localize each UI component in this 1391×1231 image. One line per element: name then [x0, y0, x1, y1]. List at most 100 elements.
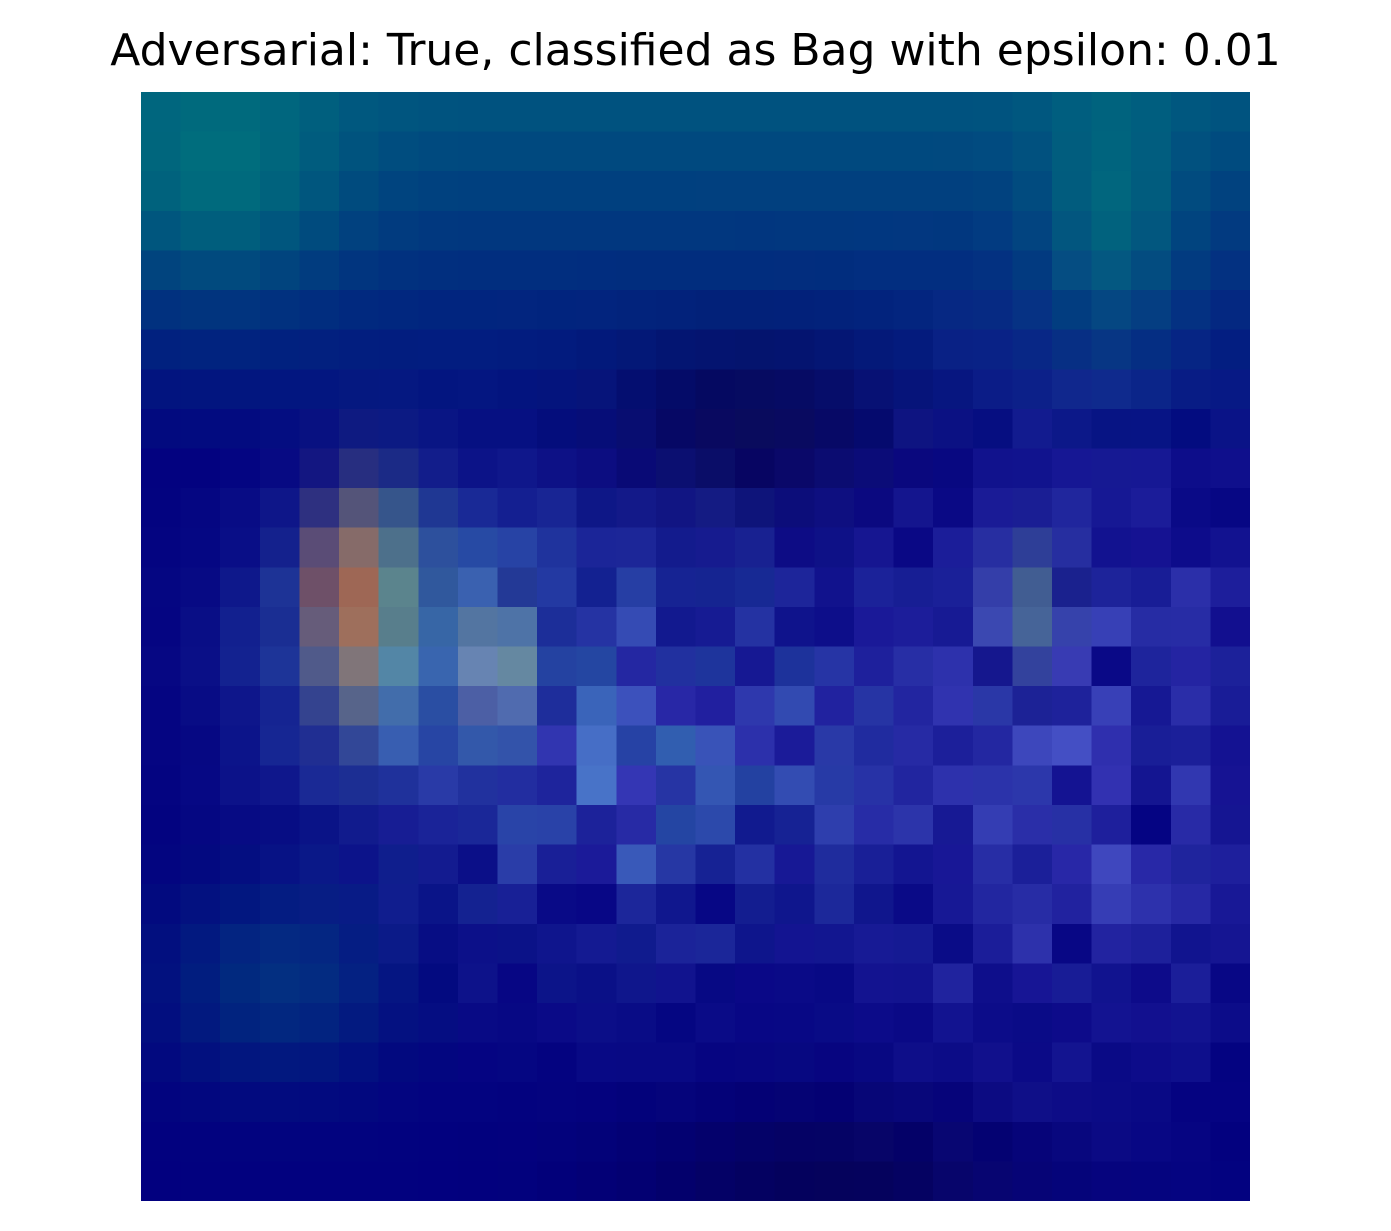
heatmap-pixel [457, 369, 499, 410]
heatmap-pixel [893, 963, 934, 1004]
heatmap-pixel [180, 567, 222, 608]
heatmap-pixel [1210, 488, 1250, 529]
heatmap-pixel [378, 1161, 420, 1201]
heatmap-pixel [695, 686, 736, 727]
heatmap-pixel [1051, 210, 1093, 252]
heatmap-pixel [814, 92, 855, 133]
heatmap-pixel [933, 923, 974, 965]
heatmap-pixel [299, 804, 340, 846]
heatmap-pixel [1131, 923, 1172, 965]
heatmap-pixel [814, 1002, 855, 1044]
heatmap-pixel [497, 646, 538, 687]
heatmap-pixel [141, 1121, 182, 1163]
heatmap-pixel [418, 92, 459, 133]
heatmap-pixel [1131, 290, 1172, 331]
heatmap-pixel [1170, 686, 1212, 727]
heatmap-pixel [774, 923, 816, 965]
heatmap-pixel [735, 210, 776, 252]
heatmap-pixel [1012, 408, 1053, 450]
heatmap-pixel [220, 1042, 261, 1083]
heatmap-pixel [299, 131, 340, 173]
heatmap-pixel [457, 804, 499, 846]
heatmap-pixel [655, 567, 697, 608]
heatmap-pixel [695, 448, 736, 489]
heatmap-pixel [1131, 527, 1172, 569]
heatmap-pixel [180, 488, 222, 529]
heatmap-pixel [655, 92, 697, 133]
heatmap-pixel [299, 646, 340, 687]
heatmap-pixel [537, 963, 578, 1004]
heatmap-pixel [220, 369, 261, 410]
heatmap-pixel [378, 92, 420, 133]
heatmap-pixel [655, 250, 697, 291]
heatmap-pixel [299, 567, 340, 608]
heatmap-pixel [774, 804, 816, 846]
heatmap-pixel [1210, 1161, 1250, 1201]
heatmap-pixel [853, 765, 895, 806]
heatmap-pixel [497, 171, 538, 212]
heatmap-pixel [141, 725, 182, 767]
heatmap-pixel [220, 1121, 261, 1163]
heatmap-pixel [259, 171, 301, 212]
heatmap-pixel [259, 646, 301, 687]
heatmap-pixel [299, 884, 340, 925]
heatmap-pixel [853, 1121, 895, 1163]
heatmap-pixel [537, 884, 578, 925]
heatmap-pixel [537, 408, 578, 450]
heatmap-pixel [1091, 923, 1132, 965]
heatmap-pixel [259, 250, 301, 291]
heatmap-pixel [220, 884, 261, 925]
heatmap-pixel [339, 250, 380, 291]
heatmap-pixel [299, 369, 340, 410]
heatmap-pixel [457, 408, 499, 450]
heatmap-pixel [814, 1161, 855, 1201]
heatmap-pixel [576, 369, 618, 410]
heatmap-pixel [655, 488, 697, 529]
heatmap-pixel [735, 1082, 776, 1123]
heatmap-pixel [299, 448, 340, 489]
heatmap-pixel [655, 923, 697, 965]
heatmap-pixel [853, 567, 895, 608]
heatmap-pixel [1170, 250, 1212, 291]
heatmap-pixel [616, 290, 657, 331]
heatmap-pixel [972, 250, 1014, 291]
heatmap-pixel [259, 1082, 301, 1123]
heatmap-pixel [180, 963, 222, 1004]
heatmap-pixel [1091, 765, 1132, 806]
heatmap-pixel [180, 923, 222, 965]
heatmap-pixel [1210, 250, 1250, 291]
heatmap-pixel [774, 686, 816, 727]
heatmap-pixel [141, 250, 182, 291]
heatmap-pixel [1012, 725, 1053, 767]
heatmap-pixel [259, 844, 301, 885]
heatmap-pixel [1091, 1082, 1132, 1123]
heatmap-pixel [616, 448, 657, 489]
heatmap-pixel [378, 804, 420, 846]
heatmap-pixel [457, 131, 499, 173]
heatmap-pixel [972, 92, 1014, 133]
heatmap-pixel [655, 963, 697, 1004]
heatmap-pixel [735, 1121, 776, 1163]
heatmap-pixel [1170, 527, 1212, 569]
heatmap-pixel [1051, 92, 1093, 133]
heatmap-pixel [695, 527, 736, 569]
heatmap-pixel [1012, 527, 1053, 569]
heatmap-pixel [616, 646, 657, 687]
heatmap-pixel [814, 686, 855, 727]
heatmap-pixel [735, 606, 776, 648]
heatmap-pixel [378, 765, 420, 806]
heatmap-pixel [1091, 725, 1132, 767]
heatmap-pixel [576, 1121, 618, 1163]
heatmap-pixel [655, 290, 697, 331]
heatmap-pixel [1210, 804, 1250, 846]
heatmap-pixel [655, 844, 697, 885]
heatmap-pixel [299, 408, 340, 450]
heatmap-pixel [259, 92, 301, 133]
heatmap-pixel [497, 1082, 538, 1123]
heatmap-pixel [1051, 527, 1093, 569]
heatmap-pixel [497, 1161, 538, 1201]
heatmap-pixel [339, 131, 380, 173]
heatmap-pixel [933, 804, 974, 846]
heatmap-pixel [893, 606, 934, 648]
heatmap-pixel [220, 606, 261, 648]
